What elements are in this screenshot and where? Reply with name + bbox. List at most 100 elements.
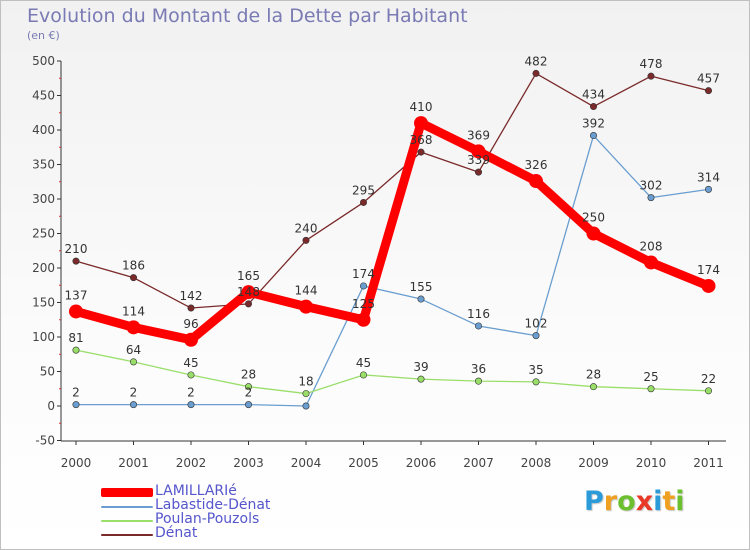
x-tick-label: 2000 <box>61 456 92 470</box>
logo-letter: i <box>653 486 663 517</box>
data-point <box>302 390 310 398</box>
y-tick-label: 0 <box>47 399 55 413</box>
y-tick-label: -50 <box>35 434 55 448</box>
data-point <box>589 383 597 391</box>
data-point <box>704 387 712 395</box>
x-tick-label: 2008 <box>521 456 552 470</box>
data-label: 22 <box>701 372 716 386</box>
x-tick-label: 2010 <box>636 456 667 470</box>
proxiti-logo: Proxiti <box>584 486 685 517</box>
x-tick-label: 2007 <box>463 456 494 470</box>
data-label: 165 <box>237 269 260 283</box>
data-label: 96 <box>183 317 198 331</box>
y-tick-label: 50 <box>40 365 55 379</box>
data-label: 174 <box>697 263 720 277</box>
legend-swatch <box>101 520 153 522</box>
data-label: 81 <box>68 331 83 345</box>
legend-label: Poulan-Pouzols <box>155 511 260 527</box>
y-tick-label: 100 <box>32 330 55 344</box>
data-point <box>532 378 540 386</box>
x-tick-label: 2009 <box>578 456 609 470</box>
y-tick-label: 300 <box>32 192 55 206</box>
data-point <box>359 282 367 290</box>
data-point <box>187 304 195 312</box>
legend-label: Dénat <box>155 525 198 541</box>
data-label: 302 <box>640 179 663 193</box>
data-point <box>187 401 195 409</box>
data-point <box>184 332 198 347</box>
data-label: 250 <box>582 211 605 225</box>
data-point <box>414 116 428 131</box>
data-label: 39 <box>413 360 428 374</box>
data-point <box>474 377 482 385</box>
data-point <box>532 332 540 340</box>
legend-item: Poulan-Pouzols <box>101 511 341 527</box>
x-tick-label: 2006 <box>406 456 437 470</box>
data-label: 155 <box>410 280 433 294</box>
legend: LAMILLARIé Labastide-Dénat Poulan-Pouzols D… <box>101 483 341 541</box>
data-label: 137 <box>65 288 88 302</box>
data-label: 2 <box>130 386 138 400</box>
legend-swatch <box>101 488 153 497</box>
data-label: 144 <box>295 284 318 298</box>
y-tick-label: 500 <box>32 54 55 68</box>
data-label: 64 <box>126 343 141 357</box>
data-label: 2 <box>72 386 80 400</box>
data-label: 114 <box>122 304 145 318</box>
data-point <box>704 185 712 193</box>
data-point <box>704 87 712 95</box>
logo-letter: i <box>675 486 685 517</box>
logo-letter: t <box>662 486 676 517</box>
data-point <box>302 402 310 410</box>
data-label: 410 <box>410 100 433 114</box>
data-point <box>187 371 195 379</box>
data-point <box>589 103 597 111</box>
data-label: 457 <box>697 72 720 86</box>
legend-label: LAMILLARIé <box>155 483 237 499</box>
data-label: 295 <box>352 183 375 197</box>
data-point <box>241 285 256 300</box>
data-point <box>474 322 482 330</box>
data-point <box>69 304 83 319</box>
data-label: 326 <box>525 158 548 172</box>
logo-letter: r <box>603 486 618 517</box>
legend-swatch <box>101 506 153 508</box>
chart-unit: (en €) <box>27 29 60 42</box>
data-point <box>245 401 253 409</box>
logo-letter: x <box>635 486 654 517</box>
data-point <box>474 168 482 176</box>
data-point <box>529 174 543 189</box>
data-point <box>586 226 601 241</box>
legend-item: Labastide-Dénat <box>101 497 341 513</box>
data-label: 45 <box>356 356 371 370</box>
data-label: 142 <box>180 289 203 303</box>
data-point <box>299 299 313 314</box>
y-tick-label: 450 <box>32 89 55 103</box>
data-point <box>245 383 253 391</box>
x-tick-label: 2002 <box>176 456 207 470</box>
logo-letter: o <box>617 486 636 517</box>
data-label: 125 <box>352 297 375 311</box>
data-point <box>417 148 425 156</box>
legend-item: LAMILLARIé <box>101 483 341 499</box>
data-point <box>72 401 80 409</box>
data-point <box>647 72 655 80</box>
series-line-0 <box>71 118 713 345</box>
data-point <box>644 255 658 270</box>
data-point <box>701 278 716 293</box>
series-line-2 <box>75 349 710 395</box>
data-label: 186 <box>122 259 145 273</box>
data-label: 25 <box>643 370 658 384</box>
logo-letter: P <box>584 486 604 517</box>
data-point <box>126 320 141 335</box>
data-label: 240 <box>295 221 318 235</box>
data-label: 368 <box>410 133 433 147</box>
data-point <box>356 312 371 327</box>
x-tick-label: 2011 <box>693 456 724 470</box>
data-label: 2 <box>187 386 195 400</box>
data-label: 45 <box>183 356 198 370</box>
chart-title: Evolution du Montant de la Dette par Hab… <box>27 5 468 27</box>
x-tick-label: 2005 <box>348 456 379 470</box>
